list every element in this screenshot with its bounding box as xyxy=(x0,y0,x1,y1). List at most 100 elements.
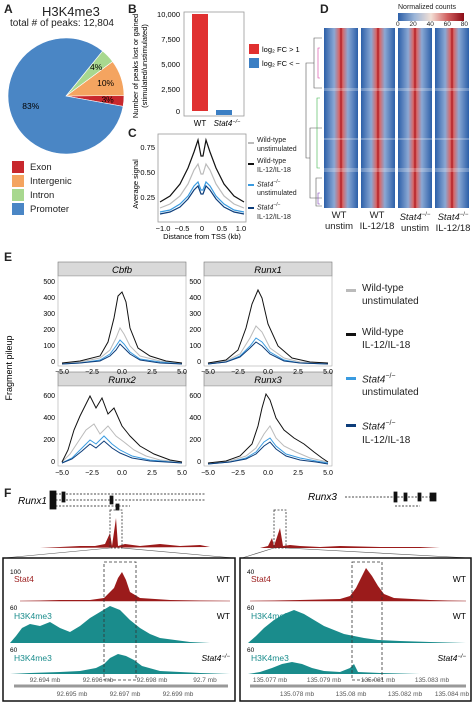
left-axis-tick: 92.697 mb xyxy=(110,691,141,698)
e-ytick: 300 xyxy=(189,311,201,318)
b-axis xyxy=(183,11,245,117)
d-scale-tick: 80 xyxy=(460,21,468,28)
e-xtick: −2.5 xyxy=(231,369,245,376)
bar-stat4-lost xyxy=(216,110,232,115)
panel-e-label: E xyxy=(4,250,13,264)
e-xtick: 2.5 xyxy=(293,470,303,477)
d-scale-tick: 0 xyxy=(396,21,400,28)
e-legend-item: Wild-type unstimulated xyxy=(346,282,474,308)
right-axis-tick: 135.08 mb xyxy=(336,691,367,698)
e-ytick: 0 xyxy=(197,359,201,366)
right-track-name: H3K4me3 xyxy=(251,653,289,663)
e-ytick: 400 xyxy=(189,415,201,422)
d-scale-tick: 60 xyxy=(443,21,451,28)
e-xtick: −2.5 xyxy=(85,369,99,376)
c-legend-swatch xyxy=(248,207,254,210)
b-ylabel: Number of peaks lost or gained xyxy=(131,14,140,118)
runx2-wt-il12 xyxy=(61,394,183,463)
left-track-tick: 100 xyxy=(10,569,21,576)
right-axis-tick: 135.079 mb xyxy=(307,677,342,684)
e-xtick: 2.5 xyxy=(293,369,303,376)
cbfb-wt-il12 xyxy=(61,291,183,364)
b-tick: 0 xyxy=(176,107,180,116)
d-scale-tick: 40 xyxy=(426,21,434,28)
legend-swatch xyxy=(12,189,24,201)
e-ytick: 300 xyxy=(43,311,55,318)
runx1-wt-il12 xyxy=(207,288,329,364)
genome-tracks: Runx1 Runx3 100 Stat4 WT 60 H3K4me3 WT 6… xyxy=(2,490,472,702)
pie-slice-promoter xyxy=(7,37,124,155)
left-axis-tick: 92.695 mb xyxy=(57,691,88,698)
c-line-wt-il12 xyxy=(159,137,245,203)
e-gene-runx2: Runx2 xyxy=(108,375,136,386)
d-col-label: Stat4−/− unstim xyxy=(399,212,431,235)
c-xtick: 0 xyxy=(200,224,204,233)
e-xtick: 2.5 xyxy=(147,369,157,376)
b-legend-swatch xyxy=(249,58,259,68)
d-col-labels: WT unstim WT IL-12/18 Stat4−/− unstim Stat4… xyxy=(320,210,474,234)
pie-label-promoter: 83% xyxy=(22,101,39,111)
right-axis-tick: 135.077 mb xyxy=(253,677,288,684)
e-ytick: 0 xyxy=(51,359,55,366)
e-xtick: 0.0 xyxy=(117,369,127,376)
left-axis-tick: 92.698 mb xyxy=(137,677,168,684)
legend-swatch xyxy=(12,161,24,173)
right-track-tick: 60 xyxy=(247,647,255,654)
e-plot-box xyxy=(203,275,333,367)
e-xtick: 5.0 xyxy=(177,470,187,477)
e-xtick: −5.0 xyxy=(201,369,215,376)
pie-label-intergenic: 10% xyxy=(97,78,114,88)
d-colorscale xyxy=(398,13,464,21)
e-xtick: −5.0 xyxy=(201,470,215,477)
pie-label-intron: 4% xyxy=(90,62,103,72)
right-axis-tick: 135.081 mb xyxy=(361,677,396,684)
c-legend-item: Wild-type unstimulated xyxy=(248,136,308,154)
right-track-name: Stat4 xyxy=(251,574,271,584)
cbfb-stat4-il12 xyxy=(61,343,183,365)
left-track-name: H3K4me3 xyxy=(14,611,52,621)
left-track-tick: 60 xyxy=(10,647,18,654)
left-track-tick: 60 xyxy=(10,605,18,612)
right-h3k4me3-stat4-signal xyxy=(248,662,466,674)
c-ytick: 0.25 xyxy=(140,193,155,202)
c-xtick: −1.0 xyxy=(156,224,171,233)
d-scale-tick: 20 xyxy=(409,21,417,28)
gene-runx3: Runx3 xyxy=(308,492,337,503)
runx1-gene-model xyxy=(49,490,205,511)
line-chart-c: Average signal 0.75 0.50 0.25 −1.0 −0.5 … xyxy=(131,133,247,240)
e-ytick: 100 xyxy=(189,343,201,350)
e-ytick: 200 xyxy=(189,327,201,334)
runx3-overview-signal xyxy=(260,528,440,548)
e-ylabel: Fragment pileup xyxy=(4,335,14,400)
e-ytick: 400 xyxy=(43,295,55,302)
pie-label-exon: 3% xyxy=(101,95,114,105)
c-legend-swatch xyxy=(248,142,254,144)
e-xtick: 0.0 xyxy=(263,470,273,477)
e-xtick: −5.0 xyxy=(55,369,69,376)
b-tick: 7,500 xyxy=(161,35,180,44)
e-ytick: 400 xyxy=(43,415,55,422)
d-col-label: Stat4−/− IL-12/18 xyxy=(435,212,471,235)
e-gene-cbfb: Cbfb xyxy=(112,265,132,276)
fragment-pileup-charts: Fragment pileup Cbfb Runx1 Runx2 Runx3 5… xyxy=(4,261,333,477)
right-track-tick: 40 xyxy=(247,569,255,576)
e-xtick: 5.0 xyxy=(323,470,333,477)
e-ytick: 400 xyxy=(189,295,201,302)
e-ytick: 600 xyxy=(43,393,55,400)
c-legend-swatch xyxy=(248,163,254,165)
left-h3k4me3-wt-signal xyxy=(10,606,230,643)
runx2-stat4-il12 xyxy=(61,440,183,464)
c-axis xyxy=(157,133,247,223)
runx1-stat4-il12 xyxy=(207,341,329,365)
gene-runx1: Runx1 xyxy=(18,496,47,507)
e-xtick: 2.5 xyxy=(147,470,157,477)
c-ylabel: Average signal xyxy=(131,159,140,209)
e-ytick: 0 xyxy=(197,459,201,466)
e-xtick: 5.0 xyxy=(323,369,333,376)
right-track-tag: WT xyxy=(453,574,466,584)
panel-a-title: H3K4me3 xyxy=(42,4,100,19)
runx3-stat4-unstim xyxy=(207,437,329,465)
b-legend-2: log₂ FC < −1 xyxy=(262,59,300,68)
e-gene-runx1: Runx1 xyxy=(254,265,281,276)
b-tick: 5,000 xyxy=(161,60,180,69)
